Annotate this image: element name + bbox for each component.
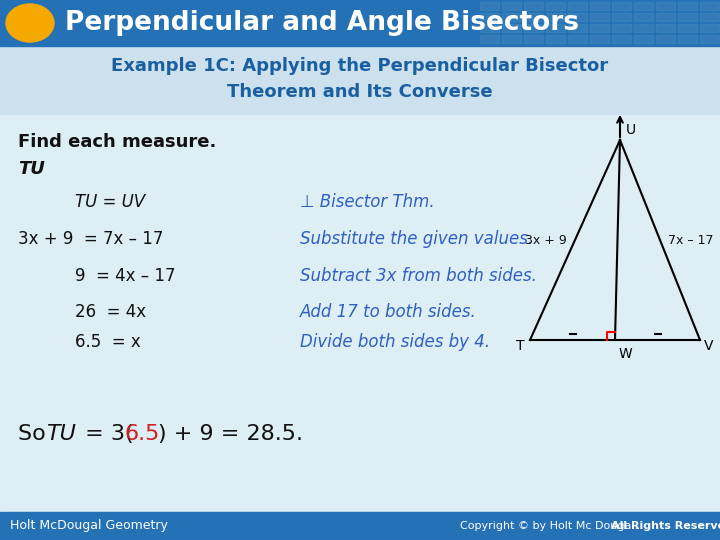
Bar xyxy=(0,114,720,540)
Bar xyxy=(524,24,543,32)
Bar xyxy=(656,24,675,32)
Bar xyxy=(678,2,697,10)
Text: 6.5  = x: 6.5 = x xyxy=(75,333,140,351)
Bar xyxy=(524,2,543,10)
Bar xyxy=(568,13,587,21)
Bar xyxy=(590,13,609,21)
Text: V: V xyxy=(704,339,714,353)
Bar xyxy=(0,512,720,540)
Text: TU = UV: TU = UV xyxy=(75,193,145,211)
Text: ⊥ Bisector Thm.: ⊥ Bisector Thm. xyxy=(300,193,435,211)
Text: 3x + 9  = 7x – 17: 3x + 9 = 7x – 17 xyxy=(18,230,163,248)
Bar xyxy=(634,13,653,21)
Bar xyxy=(612,35,631,43)
Bar xyxy=(546,2,565,10)
Bar xyxy=(0,0,720,46)
Bar xyxy=(546,24,565,32)
Text: Subtract 3x from both sides.: Subtract 3x from both sides. xyxy=(300,267,537,285)
Text: 7x – 17: 7x – 17 xyxy=(668,233,714,246)
Text: Find each measure.: Find each measure. xyxy=(18,133,217,151)
Text: Example 1C: Applying the Perpendicular Bisector: Example 1C: Applying the Perpendicular B… xyxy=(112,57,608,75)
Bar xyxy=(502,2,521,10)
Text: Copyright © by Holt Mc Dougal.: Copyright © by Holt Mc Dougal. xyxy=(460,521,638,531)
Text: = 3(: = 3( xyxy=(78,424,134,444)
Bar xyxy=(678,35,697,43)
Text: 26  = 4x: 26 = 4x xyxy=(75,303,146,321)
Bar xyxy=(524,13,543,21)
Bar xyxy=(502,13,521,21)
Bar xyxy=(700,24,719,32)
Bar xyxy=(612,13,631,21)
Text: Divide both sides by 4.: Divide both sides by 4. xyxy=(300,333,490,351)
Text: T: T xyxy=(516,339,524,353)
Bar xyxy=(546,13,565,21)
Text: ) + 9 = 28.5.: ) + 9 = 28.5. xyxy=(158,424,303,444)
Bar xyxy=(502,24,521,32)
Bar xyxy=(612,2,631,10)
Text: Theorem and Its Converse: Theorem and Its Converse xyxy=(228,83,492,101)
Bar xyxy=(502,35,521,43)
Bar xyxy=(568,2,587,10)
Text: Substitute the given values.: Substitute the given values. xyxy=(300,230,533,248)
Bar xyxy=(590,24,609,32)
Text: U: U xyxy=(626,123,636,137)
Text: W: W xyxy=(619,347,633,361)
Text: Perpendicular and Angle Bisectors: Perpendicular and Angle Bisectors xyxy=(65,10,579,36)
Bar xyxy=(568,24,587,32)
Bar xyxy=(634,24,653,32)
Text: TU: TU xyxy=(18,160,45,178)
Text: So: So xyxy=(18,424,53,444)
Bar xyxy=(546,35,565,43)
Bar xyxy=(656,35,675,43)
Bar xyxy=(678,13,697,21)
Bar xyxy=(678,24,697,32)
Text: 3x + 9: 3x + 9 xyxy=(526,233,567,246)
Text: All Rights Reserved.: All Rights Reserved. xyxy=(611,521,720,531)
Bar xyxy=(634,35,653,43)
Bar xyxy=(0,46,720,114)
Bar xyxy=(612,24,631,32)
Text: 6.5: 6.5 xyxy=(125,424,161,444)
Text: 9  = 4x – 17: 9 = 4x – 17 xyxy=(75,267,176,285)
Bar xyxy=(700,2,719,10)
Bar xyxy=(700,13,719,21)
Bar xyxy=(590,35,609,43)
Bar xyxy=(656,2,675,10)
Bar xyxy=(568,35,587,43)
Bar xyxy=(480,2,499,10)
Text: Holt McDougal Geometry: Holt McDougal Geometry xyxy=(10,519,168,532)
Text: Add 17 to both sides.: Add 17 to both sides. xyxy=(300,303,477,321)
Ellipse shape xyxy=(6,4,54,42)
Bar xyxy=(590,2,609,10)
Bar xyxy=(480,24,499,32)
Bar xyxy=(524,35,543,43)
Bar xyxy=(656,13,675,21)
Bar xyxy=(480,35,499,43)
Bar xyxy=(700,35,719,43)
Bar xyxy=(634,2,653,10)
Text: TU: TU xyxy=(46,424,76,444)
Bar xyxy=(480,13,499,21)
